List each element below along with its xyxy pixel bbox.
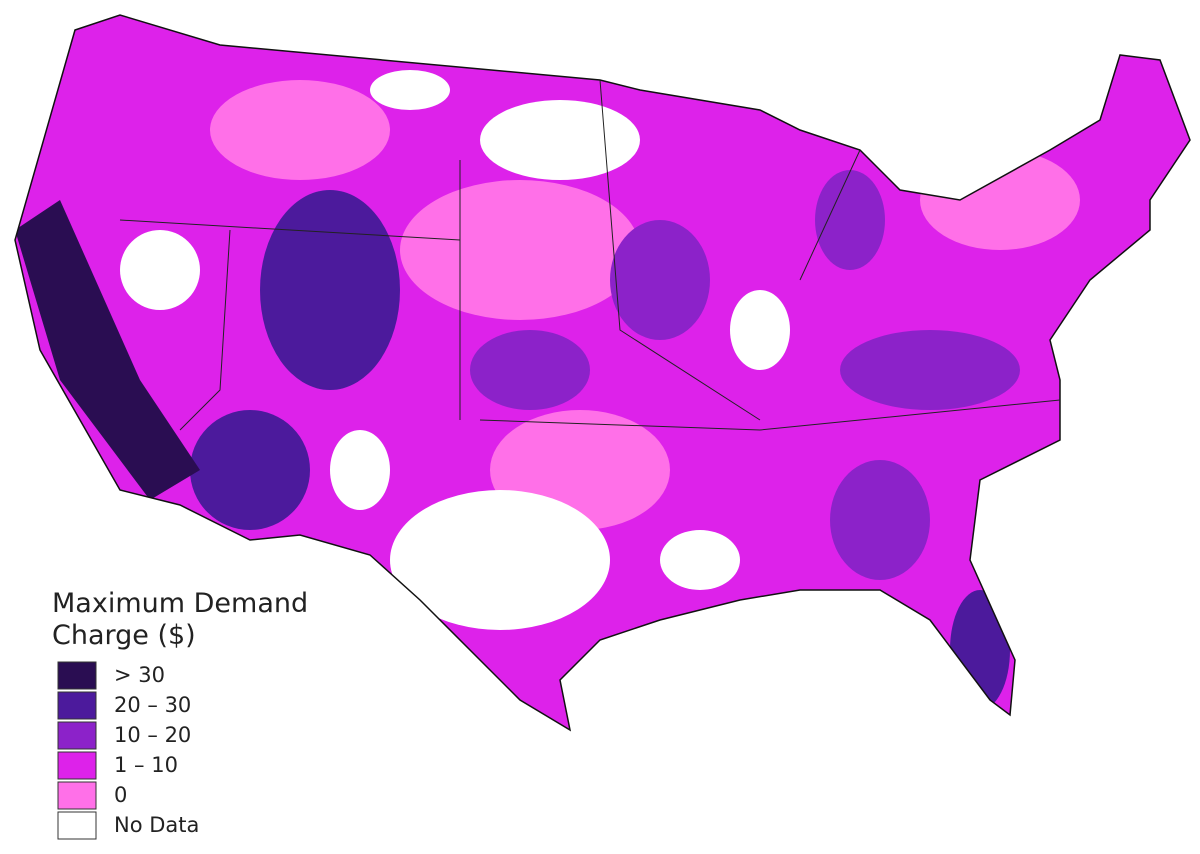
legend-swatch: [57, 661, 97, 690]
region: [210, 80, 390, 180]
region: [260, 190, 400, 390]
region: [330, 430, 390, 510]
legend-swatch: [57, 781, 97, 810]
us-outline: [14, 14, 1191, 732]
legend-title: Maximum Demand Charge ($): [52, 588, 309, 651]
legend-swatch: [57, 691, 97, 720]
region: [120, 230, 200, 310]
region: [730, 290, 790, 370]
legend-label: > 30: [114, 663, 165, 687]
region: [390, 490, 610, 630]
legend-label: 20 – 30: [114, 693, 191, 717]
region: [815, 170, 885, 270]
legend-label: 0: [114, 783, 127, 807]
legend: > 30 20 – 30 10 – 20 1 – 10 0 No Data: [57, 661, 199, 840]
legend-label: 10 – 20: [114, 723, 191, 747]
legend-swatch: [57, 721, 97, 750]
region: [400, 180, 640, 320]
region: [15, 200, 200, 500]
region: [370, 70, 450, 110]
region: [840, 330, 1020, 410]
legend-label: No Data: [114, 813, 199, 837]
legend-label: 1 – 10: [114, 753, 178, 777]
region: [480, 100, 640, 180]
region: [610, 220, 710, 340]
state-borders: [119, 79, 1061, 431]
region: [830, 460, 930, 580]
legend-swatch: [57, 811, 97, 840]
region: [190, 410, 310, 530]
region: [660, 530, 740, 590]
region: [920, 150, 1080, 250]
region: [950, 590, 1010, 710]
legend-swatch: [57, 751, 97, 780]
region: [470, 330, 590, 410]
